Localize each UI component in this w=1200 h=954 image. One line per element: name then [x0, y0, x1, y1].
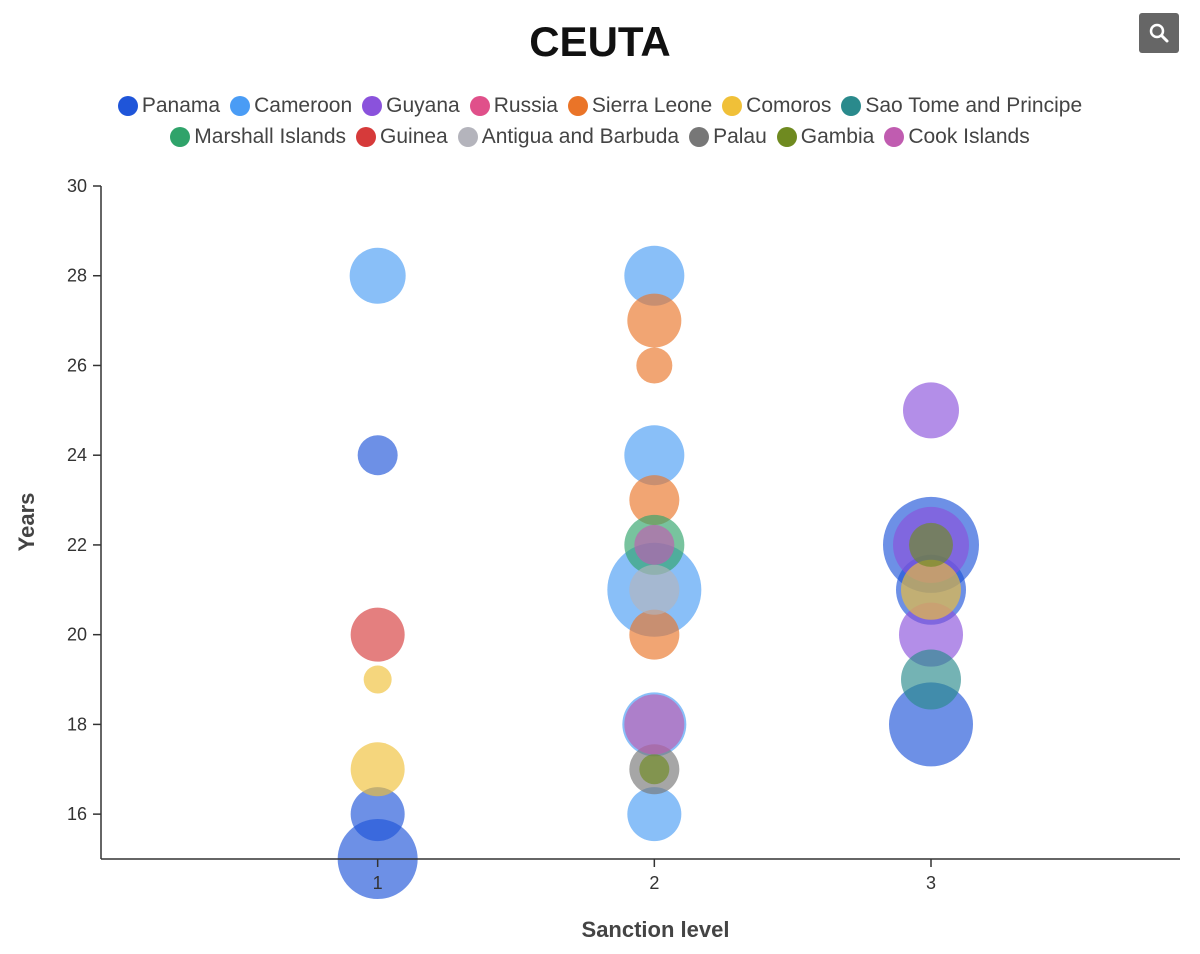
legend-item[interactable]: Guinea — [356, 125, 448, 149]
bubble-sierra-leone[interactable] — [629, 475, 680, 526]
y-tick-label: 30 — [67, 176, 87, 196]
legend-item[interactable]: Sao Tome and Principe — [841, 94, 1082, 118]
legend-label: Guyana — [386, 94, 460, 117]
legend-label: Cameroon — [254, 94, 353, 117]
x-tick-label: 3 — [926, 873, 936, 893]
legend-swatch — [457, 127, 478, 147]
legend-label: Panama — [141, 94, 221, 117]
bubble-gambia[interactable] — [909, 522, 953, 567]
legend-label: Guinea — [380, 125, 448, 148]
bubble-antigua-and-barbuda[interactable] — [629, 564, 680, 615]
legend-label: Russia — [493, 94, 558, 117]
x-axis-label: Sanction level — [582, 917, 730, 942]
x-tick-label: 2 — [649, 873, 659, 893]
legend-swatch — [776, 127, 797, 147]
zoom-button[interactable] — [1139, 13, 1179, 53]
legend-item[interactable]: Marshall Islands — [170, 125, 346, 149]
y-tick-label: 24 — [67, 445, 87, 465]
y-tick-label: 26 — [67, 355, 87, 375]
legend-swatch — [567, 96, 588, 116]
bubble-cameroon[interactable] — [624, 425, 685, 486]
bubble-cook-islands[interactable] — [634, 524, 675, 565]
bubble-sierra-leone[interactable] — [627, 293, 682, 348]
bubble-comoros[interactable] — [901, 559, 961, 620]
legend-item[interactable]: Cook Islands — [884, 125, 1030, 149]
legend-item[interactable]: Guyana — [362, 94, 460, 118]
legend-swatch — [362, 96, 383, 116]
bubble-panama[interactable] — [889, 682, 973, 767]
legend-swatch — [884, 127, 905, 147]
legend-row-2: Marshall Islands Guinea Antigua and Barbud… — [0, 125, 1200, 149]
y-tick-label: 20 — [67, 625, 87, 645]
legend-item[interactable]: Sierra Leone — [567, 94, 713, 118]
legend-swatch — [841, 96, 862, 116]
x-tick-label: 1 — [373, 873, 383, 893]
legend-swatch — [356, 127, 377, 147]
bubble-guyana[interactable] — [899, 602, 963, 667]
bubble-cameroon[interactable] — [349, 247, 406, 304]
magnifier-icon — [1149, 23, 1169, 43]
bubble-comoros[interactable] — [350, 742, 405, 797]
legend-item[interactable]: Comoros — [722, 94, 831, 118]
legend-label: Cook Islands — [908, 125, 1030, 148]
legend-swatch — [170, 127, 191, 147]
legend-swatch — [689, 127, 710, 147]
legend-label: Marshall Islands — [194, 125, 347, 148]
bubble-comoros[interactable] — [363, 665, 392, 694]
y-tick-label: 16 — [67, 804, 87, 824]
y-tick-label: 22 — [67, 535, 87, 555]
bubble-sao-tome-and-principe[interactable] — [901, 649, 961, 710]
y-axis-label: Years — [14, 493, 39, 552]
bubble-sierra-leone[interactable] — [636, 347, 673, 384]
legend-swatch — [469, 96, 490, 116]
bubble-sierra-leone[interactable] — [629, 609, 680, 660]
bubble-panama[interactable] — [357, 435, 398, 476]
legend-item[interactable]: Russia — [469, 94, 558, 118]
bubble-guyana[interactable] — [903, 382, 959, 439]
legend-label: Sierra Leone — [591, 94, 713, 117]
legend-label: Antigua and Barbuda — [481, 125, 680, 148]
legend-item[interactable]: Panama — [117, 94, 221, 118]
bubble-gambia[interactable] — [639, 754, 670, 785]
bubble-guinea[interactable] — [350, 607, 405, 662]
legend-label: Sao Tome and Principe — [865, 94, 1083, 117]
chart-title: CEUTA — [529, 18, 671, 65]
legend-swatch — [722, 96, 743, 116]
legend-swatch — [117, 96, 138, 116]
legend-row-1: Panama Cameroon Guyana Russia Sierra Leone Co… — [0, 94, 1200, 118]
y-tick-label: 28 — [67, 266, 87, 286]
bubble-cook-islands[interactable] — [624, 694, 685, 755]
legend-swatch — [230, 96, 251, 116]
legend-item[interactable]: Gambia — [776, 125, 875, 149]
bubble-cameroon[interactable] — [624, 245, 685, 306]
bubble-cameroon[interactable] — [627, 787, 682, 842]
legend-label: Gambia — [800, 125, 875, 148]
legend-item[interactable]: Palau — [689, 125, 767, 149]
legend-label: Palau — [713, 125, 767, 148]
legend-item[interactable]: Cameroon — [230, 94, 352, 118]
legend-item[interactable]: Antigua and Barbuda — [457, 125, 680, 149]
legend-label: Comoros — [746, 94, 832, 117]
y-tick-label: 18 — [67, 714, 87, 734]
